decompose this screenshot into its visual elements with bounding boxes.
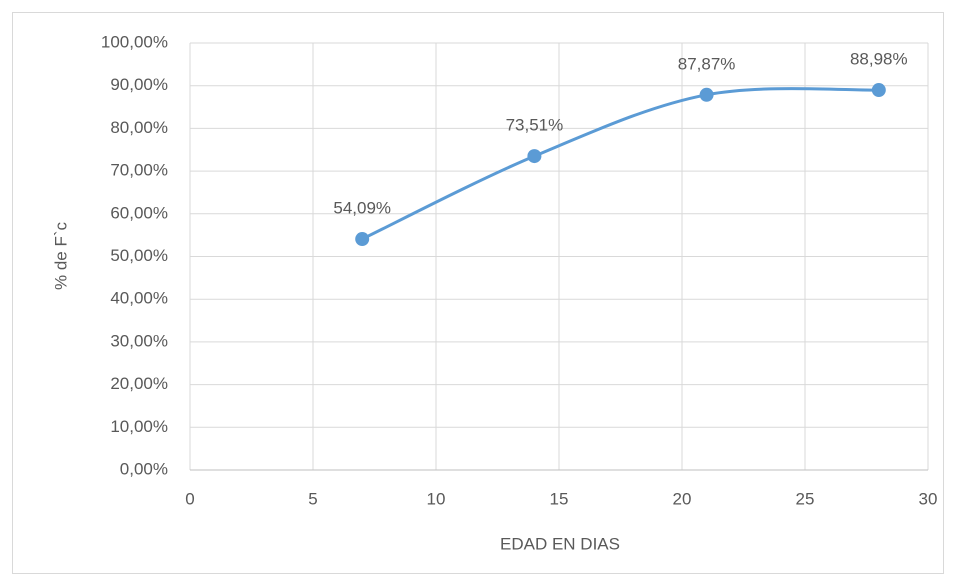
data-label: 73,51% [506, 116, 564, 135]
y-tick-label: 50,00% [110, 246, 168, 265]
x-axis-title: EDAD EN DIAS [500, 534, 620, 553]
y-tick-label: 40,00% [110, 289, 168, 308]
x-tick-label: 15 [550, 489, 569, 508]
data-point [699, 87, 714, 102]
y-tick-label: 70,00% [110, 161, 168, 180]
data-line [361, 87, 879, 241]
y-tick-label: 30,00% [110, 331, 168, 350]
y-tick-label: 10,00% [110, 417, 168, 436]
y-axis-title: % de F`c [51, 221, 70, 290]
x-tick-label: 5 [308, 489, 317, 508]
x-tick-label: 10 [427, 489, 446, 508]
data-label: 54,09% [333, 199, 391, 218]
x-tick-label: 25 [796, 489, 815, 508]
y-tick-label: 90,00% [110, 75, 168, 94]
chart-border [12, 12, 944, 574]
x-tick-label: 30 [919, 489, 938, 508]
y-tick-label: 80,00% [110, 118, 168, 137]
x-tick-label: 0 [185, 489, 194, 508]
y-tick-label: 20,00% [110, 374, 168, 393]
data-point [527, 149, 542, 164]
y-tick-label: 60,00% [110, 203, 168, 222]
y-tick-label: 100,00% [101, 32, 168, 51]
data-label: 88,98% [850, 50, 908, 69]
data-label: 87,87% [678, 54, 736, 73]
x-tick-label: 20 [673, 489, 692, 508]
data-point [355, 232, 370, 247]
y-tick-label: 0,00% [120, 459, 168, 478]
data-point [871, 83, 886, 98]
